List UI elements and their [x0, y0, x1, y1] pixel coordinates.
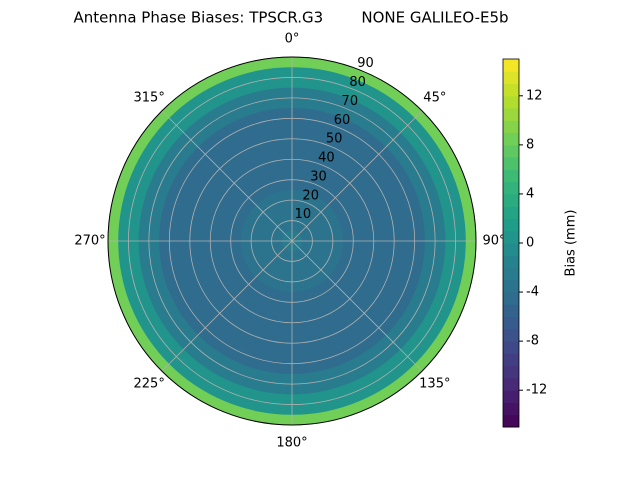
colorbar-tick-label: 8 [526, 137, 534, 152]
colorbar-tick-label: -12 [526, 383, 547, 398]
r-tick-label: 30 [310, 169, 327, 184]
colorbar-band [503, 169, 519, 183]
r-tick-label: 70 [342, 94, 359, 109]
colorbar-band [503, 353, 519, 367]
theta-tick-label: 90° [482, 234, 505, 249]
colorbar-band [503, 390, 519, 403]
colorbar-band [503, 328, 519, 342]
colorbar-band [503, 71, 519, 85]
colorbar-band [503, 144, 519, 158]
colorbar-band [503, 377, 519, 391]
colorbar-band [503, 304, 519, 318]
colorbar-label: Bias (mm) [564, 210, 579, 277]
colorbar-band [503, 243, 519, 256]
r-tick-label: 40 [318, 151, 335, 166]
colorbar-tick-label: -8 [526, 334, 539, 349]
colorbar-band [503, 316, 519, 330]
colorbar-band [503, 414, 519, 428]
chart-title: Antenna Phase Biases: TPSCR.G3 NONE GALI… [73, 9, 508, 27]
r-tick-label: 90 [357, 56, 374, 71]
colorbar-band [503, 83, 519, 97]
colorbar-band [503, 402, 519, 416]
angular-grid [291, 240, 423, 372]
angular-grid [161, 110, 293, 242]
theta-tick-label: 135° [419, 376, 450, 391]
colorbar-band [503, 255, 519, 269]
r-tick-label: 10 [295, 207, 312, 222]
colorbar-band [503, 365, 519, 379]
colorbar-band [503, 279, 519, 293]
colorbar-band [503, 132, 519, 146]
r-tick-label: 20 [302, 188, 319, 203]
r-tick-label: 60 [334, 113, 351, 128]
colorbar-band [503, 193, 519, 207]
colorbar-tick-label: 0 [526, 236, 534, 251]
colorbar-band [503, 157, 519, 170]
r-tick-label: 50 [326, 132, 343, 147]
colorbar-band [503, 108, 519, 121]
colorbar-band [503, 181, 519, 195]
colorbar-band [503, 120, 519, 134]
angular-grid [161, 240, 293, 372]
theta-tick-label: 0° [285, 32, 300, 47]
colorbar-band [503, 59, 519, 72]
colorbar-tick-label: -4 [526, 285, 539, 300]
polar-frame [107, 56, 477, 426]
colorbar-band [503, 341, 519, 354]
theta-tick-label: 45° [423, 91, 446, 106]
colorbar-band [503, 95, 519, 109]
colorbar-tick-label: 4 [526, 186, 534, 201]
colorbar-band [503, 267, 519, 281]
angular-grid [291, 110, 423, 242]
colorbar-band [503, 230, 519, 244]
theta-tick-label: 225° [134, 376, 165, 391]
colorbar-tick-label: 12 [526, 88, 543, 103]
colorbar-band [503, 292, 519, 305]
theta-tick-label: 270° [74, 234, 105, 249]
colorbar-band [503, 206, 519, 219]
colorbar-band [503, 218, 519, 232]
theta-tick-label: 180° [276, 436, 307, 451]
theta-tick-label: 315° [134, 91, 165, 106]
r-tick-label: 80 [349, 75, 366, 90]
